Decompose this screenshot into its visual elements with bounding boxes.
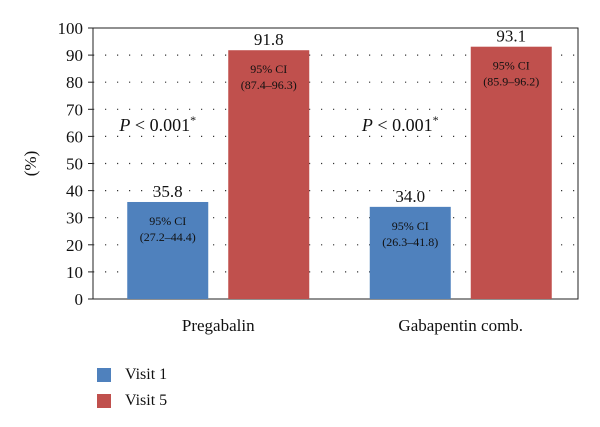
bar-ci-range: (85.9–96.2) xyxy=(483,75,539,89)
y-tick-label: 20 xyxy=(66,236,83,255)
legend-label-visit-5: Visit 5 xyxy=(125,392,168,409)
y-tick-label: 0 xyxy=(75,290,84,309)
bar-ci-label: 95% CI xyxy=(493,59,530,73)
y-tick-label: 50 xyxy=(66,155,83,174)
bar-ci-label: 95% CI xyxy=(149,214,186,228)
bar xyxy=(228,50,310,299)
bar-value-label: 93.1 xyxy=(496,27,526,46)
x-category-label: Gabapentin comb. xyxy=(398,316,523,335)
bar xyxy=(369,206,451,299)
bar-value-label: 91.8 xyxy=(254,30,284,49)
y-tick-label: 80 xyxy=(66,73,83,92)
legend-item-visit-1: Visit 1 xyxy=(97,362,167,388)
y-tick-label: 100 xyxy=(58,19,84,38)
bar-ci-range: (26.3–41.8) xyxy=(382,235,438,249)
y-tick-label: 90 xyxy=(66,46,83,65)
bar xyxy=(470,46,552,299)
bar-value-label: 34.0 xyxy=(395,187,425,206)
y-tick-label: 70 xyxy=(66,100,83,119)
y-tick-label: 30 xyxy=(66,209,83,228)
y-tick-label: 40 xyxy=(66,182,83,201)
bar-ci-label: 95% CI xyxy=(392,219,429,233)
bar xyxy=(127,201,209,299)
significance-annotation: P < 0.001* xyxy=(361,113,439,135)
legend: Visit 1 Visit 5 xyxy=(97,362,167,414)
bar-chart: 0 10 20 30 40 50 60 70 80 90 100 (%) 35.8 95% CI (27.2… xyxy=(21,19,579,335)
bar-ci-label: 95% CI xyxy=(250,62,287,76)
significance-annotation: P < 0.001* xyxy=(118,113,196,135)
bar-ci-range: (87.4–96.3) xyxy=(241,78,297,92)
y-tick-label: 10 xyxy=(66,263,83,282)
y-tick-label: 60 xyxy=(66,127,83,146)
x-category-label: Pregabalin xyxy=(182,316,255,335)
legend-item-visit-5: Visit 5 xyxy=(97,388,167,414)
legend-label-visit-1: Visit 1 xyxy=(125,366,168,383)
legend-swatch-visit-1 xyxy=(97,368,111,382)
bar-value-label: 35.8 xyxy=(153,182,183,201)
y-axis-label: (%) xyxy=(21,151,40,176)
bar-ci-range: (27.2–44.4) xyxy=(140,230,196,244)
legend-swatch-visit-5 xyxy=(97,394,111,408)
